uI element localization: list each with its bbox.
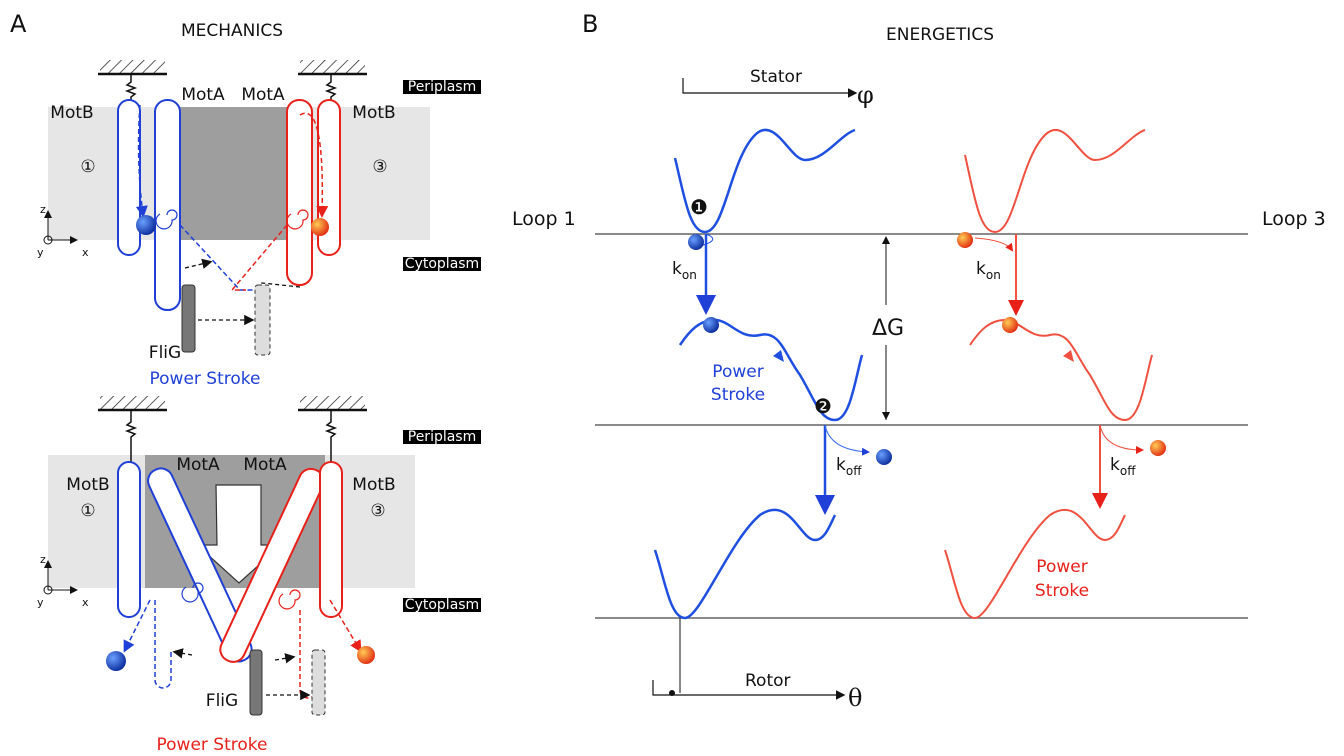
shape <box>300 396 365 410</box>
shape <box>175 652 192 655</box>
flig-label: FliG <box>206 691 238 711</box>
shape <box>255 285 270 355</box>
step-marker: ❷ <box>814 394 832 418</box>
shape <box>100 60 165 74</box>
motb-label: MotB <box>352 475 395 495</box>
power-stroke-label: Stroke <box>711 385 765 405</box>
shape <box>182 285 195 352</box>
shape <box>703 317 719 333</box>
shape <box>136 215 156 235</box>
panel-label: B <box>582 10 598 38</box>
rate-symbol: k <box>672 259 682 279</box>
rotor-label: Rotor <box>745 671 791 691</box>
flig-label: FliG <box>149 343 181 363</box>
loop-label: Loop 3 <box>1262 208 1326 230</box>
axis-label: z <box>40 203 46 216</box>
power-stroke-label: Power <box>1036 557 1087 577</box>
shape <box>688 234 704 250</box>
site-label: ③ <box>370 501 385 521</box>
site-label: ① <box>80 157 95 177</box>
mota-label: MotA <box>181 85 225 105</box>
shape <box>287 100 312 285</box>
shape <box>250 650 262 715</box>
shape <box>357 646 375 664</box>
rate-label: koff <box>1110 455 1136 478</box>
shape <box>655 510 835 618</box>
shape <box>825 425 868 452</box>
rate-symbol: k <box>976 259 986 279</box>
shape <box>279 590 300 609</box>
shape <box>100 396 165 410</box>
axis-label: x <box>82 596 89 609</box>
rate-symbol: k <box>836 455 846 475</box>
rate-subscript: off <box>1120 464 1136 478</box>
shape <box>773 350 784 362</box>
caption: Power Stroke <box>150 369 261 389</box>
mota-label: MotA <box>176 455 220 475</box>
panel-title: MECHANICS <box>181 21 283 41</box>
shape <box>275 657 293 660</box>
shape <box>970 320 1152 420</box>
shape <box>945 510 1125 618</box>
rate-symbol: k <box>1110 455 1120 475</box>
rate-label: koff <box>836 455 862 478</box>
motb-label: MotB <box>50 103 93 123</box>
motb-label: MotB <box>352 103 395 123</box>
periplasm-label: Periplasm <box>408 79 477 95</box>
shape <box>155 600 171 688</box>
shape <box>876 449 892 465</box>
axis-label: y <box>37 596 44 609</box>
step-marker: ❶ <box>690 195 708 219</box>
shape <box>320 462 342 617</box>
figure: A MECHANICS Periplasm Cytoplasm MotB Mot… <box>0 0 1344 756</box>
rate-subscript: on <box>682 268 697 282</box>
power-stroke-label: Stroke <box>1035 581 1089 601</box>
rate-subscript: on <box>986 268 1001 282</box>
periplasm-label: Periplasm <box>408 429 477 445</box>
panel-label: A <box>10 10 27 38</box>
motb-label: MotB <box>66 475 109 495</box>
cytoplasm-label: Cytoplasm <box>405 256 479 272</box>
shape <box>1100 425 1142 450</box>
shape <box>957 232 973 248</box>
site-label: ③ <box>372 157 387 177</box>
energy-diagram <box>595 78 1248 696</box>
mota-label: MotA <box>241 85 285 105</box>
shape <box>312 650 325 715</box>
axis-label: y <box>37 246 44 259</box>
cytoplasm-label: Cytoplasm <box>405 597 479 613</box>
axis-label: z <box>40 553 46 566</box>
shape <box>1002 317 1018 333</box>
shape <box>975 238 1012 250</box>
shape <box>300 60 365 74</box>
delta-g-label: ΔG <box>872 316 904 341</box>
loop-label: Loop 1 <box>512 208 576 230</box>
rate-label: kon <box>976 259 1001 282</box>
shape <box>155 100 180 310</box>
mechanics-bottom: Periplasm Cytoplasm <box>44 396 481 715</box>
caption: Power Stroke <box>157 735 268 755</box>
shape <box>180 107 290 240</box>
theta-label: θ <box>848 684 862 712</box>
shape <box>965 130 1145 232</box>
mota-label: MotA <box>243 455 287 475</box>
phi-label: φ <box>857 81 874 109</box>
stator-label: Stator <box>750 67 802 87</box>
rate-label: kon <box>672 259 697 282</box>
shape <box>1063 350 1074 362</box>
axis-label: x <box>82 246 89 259</box>
rate-subscript: off <box>846 464 862 478</box>
shape <box>118 462 140 617</box>
shape <box>330 600 360 650</box>
shape <box>311 218 329 236</box>
shape <box>185 262 210 268</box>
shape <box>118 100 140 255</box>
shape <box>1150 440 1166 456</box>
panel-title: ENERGETICS <box>886 25 994 45</box>
shape <box>680 320 862 420</box>
shape <box>106 651 126 671</box>
power-stroke-label: Power <box>712 362 763 382</box>
site-label: ① <box>80 501 95 521</box>
